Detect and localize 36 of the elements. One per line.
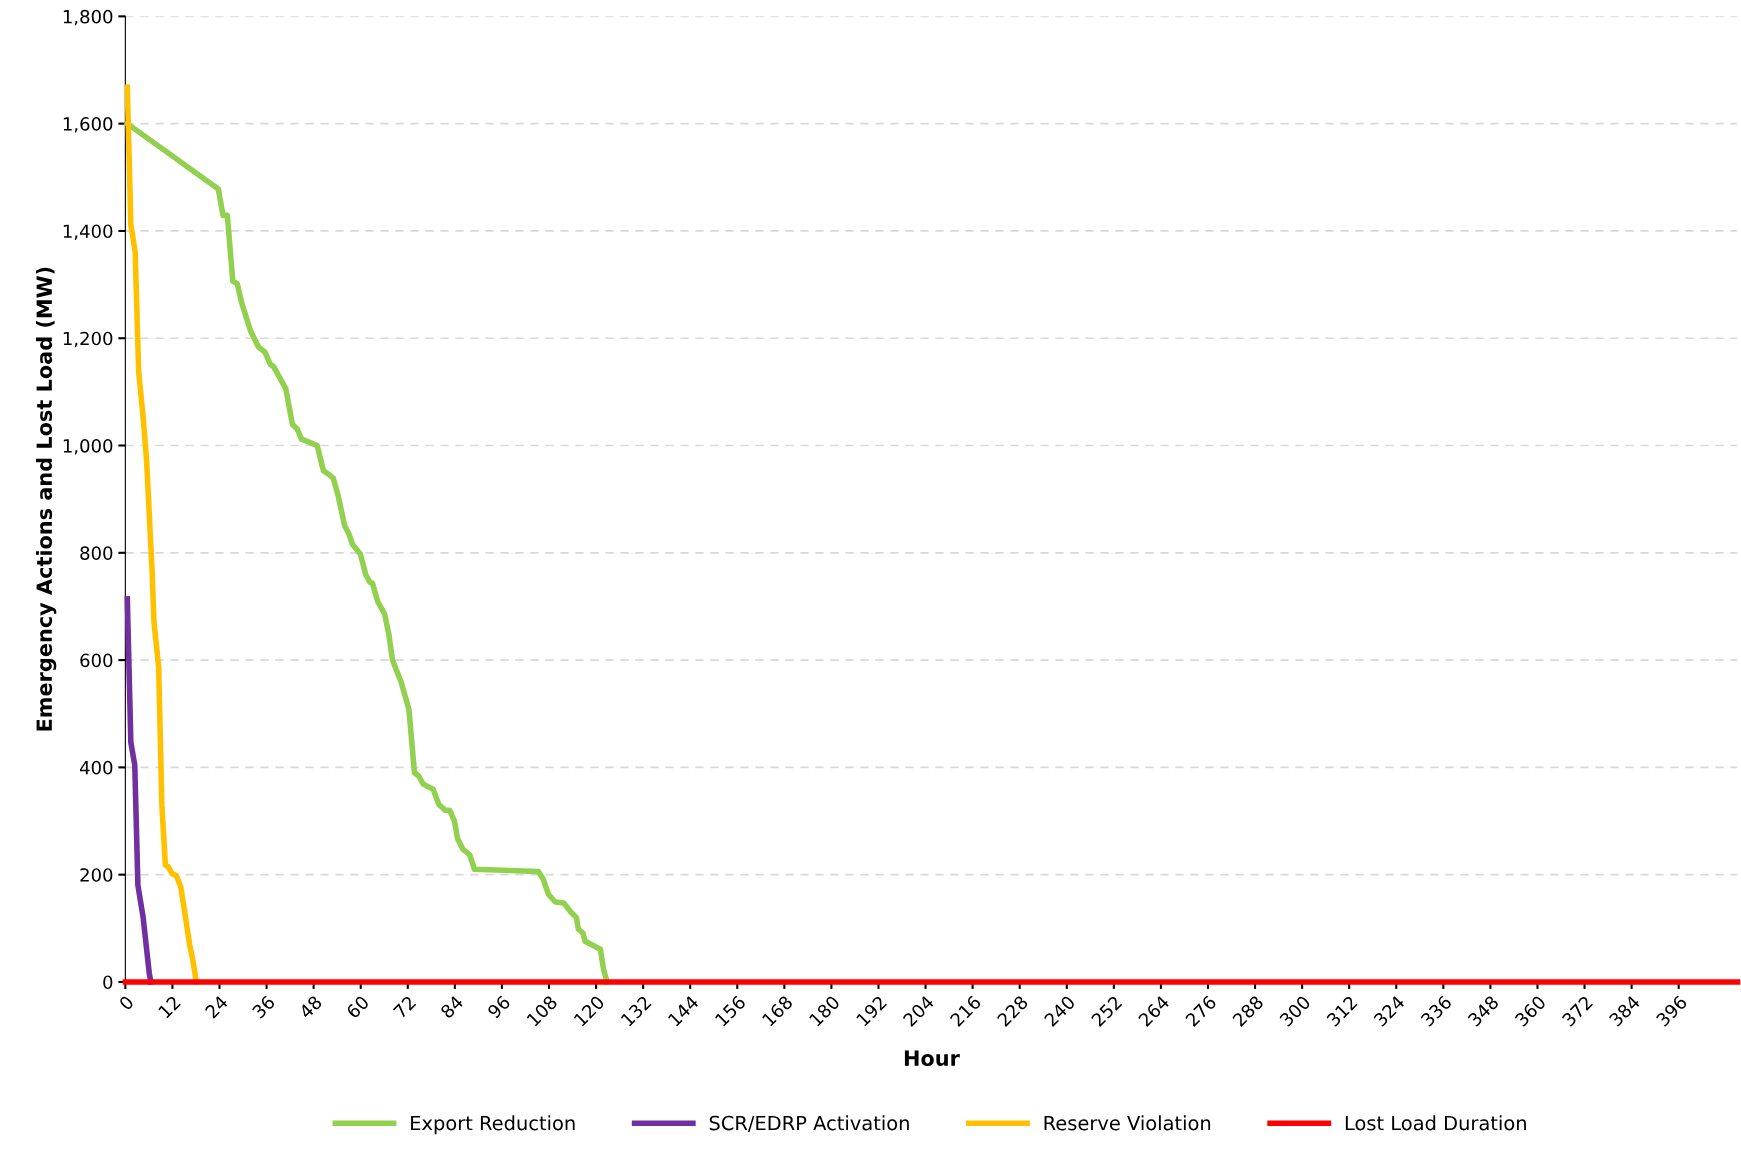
y-tick-label: 1,400	[63, 224, 113, 240]
x-tick-label: 60	[345, 994, 370, 1019]
x-tick-label: 156	[714, 994, 747, 1027]
x-tick-label: 0	[118, 994, 135, 1011]
x-tick-label: 108	[526, 994, 558, 1027]
y-tick-label: 0	[103, 975, 113, 990]
x-tick-label: 168	[761, 994, 794, 1027]
y-axis-title: Emergency Actions and Lost Load (MW)	[35, 267, 57, 731]
y-tick-label: 1,200	[63, 331, 113, 348]
legend-label: Reserve Violation	[1044, 1115, 1211, 1131]
y-tick-label: 1,000	[63, 438, 113, 455]
x-tick-label: 96	[486, 994, 511, 1020]
y-tick-label: 800	[80, 546, 113, 560]
y-tick-label: 400	[79, 760, 113, 775]
x-tick-label: 12	[157, 995, 181, 1019]
x-tick-label: 24	[204, 994, 229, 1019]
x-tick-label: 72	[392, 995, 417, 1019]
legend-label: Lost Load Duration	[1345, 1115, 1526, 1131]
x-tick-label: 312	[1326, 995, 1358, 1028]
x-tick-label: 48	[298, 994, 323, 1020]
y-tick-label: 200	[80, 868, 113, 882]
x-tick-label: 120	[573, 994, 606, 1027]
y-tick-label: 1,600	[63, 117, 113, 133]
legend-label: Export Reduction	[411, 1115, 575, 1135]
y-tick-label: 600	[80, 653, 113, 668]
y-tick-label: 1,800	[63, 9, 113, 26]
x-tick-label: 192	[855, 995, 888, 1027]
x-tick-label: 144	[667, 994, 700, 1027]
x-tick-label: 132	[620, 995, 652, 1027]
x-tick-label: 180	[808, 994, 841, 1027]
x-tick-label: 84	[439, 994, 465, 1020]
legend-label: SCR/EDRP Activation	[709, 1115, 909, 1132]
x-tick-label: 252	[1090, 995, 1123, 1028]
x-tick-label: 36	[251, 994, 276, 1019]
x-tick-label: 372	[1561, 995, 1594, 1028]
x-axis-title: Hour	[904, 1050, 960, 1067]
